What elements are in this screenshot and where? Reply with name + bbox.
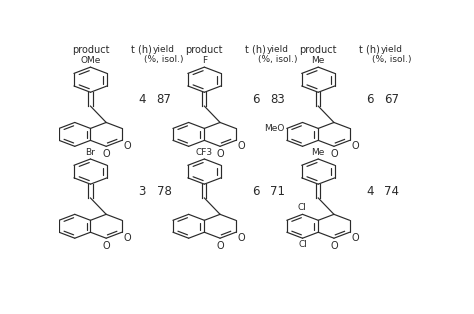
Text: 67: 67 <box>384 93 399 106</box>
Text: Br: Br <box>85 148 95 157</box>
Text: 78: 78 <box>156 185 172 198</box>
Text: Me: Me <box>311 56 325 65</box>
Text: OMe: OMe <box>80 56 100 65</box>
Text: O: O <box>351 233 359 243</box>
Text: O: O <box>123 233 131 243</box>
Text: yield
(%, isol.): yield (%, isol.) <box>372 45 411 64</box>
Text: 74: 74 <box>384 185 399 198</box>
Text: O: O <box>216 241 224 251</box>
Text: t (h): t (h) <box>131 45 152 55</box>
Text: product: product <box>300 45 337 55</box>
Text: O: O <box>330 149 338 160</box>
Text: F: F <box>202 56 207 65</box>
Text: MeO: MeO <box>264 124 284 133</box>
Text: 4: 4 <box>138 93 146 106</box>
Text: yield
(%, isol.): yield (%, isol.) <box>258 45 298 64</box>
Text: 87: 87 <box>156 93 172 106</box>
Text: 83: 83 <box>271 93 285 106</box>
Text: O: O <box>102 149 110 160</box>
Text: O: O <box>237 233 245 243</box>
Text: 4: 4 <box>366 185 374 198</box>
Text: product: product <box>72 45 109 55</box>
Text: 6: 6 <box>252 185 260 198</box>
Text: Cl: Cl <box>297 203 306 212</box>
Text: product: product <box>186 45 223 55</box>
Text: O: O <box>330 241 338 251</box>
Text: t (h): t (h) <box>246 45 266 55</box>
Text: O: O <box>123 141 131 151</box>
Text: O: O <box>102 241 110 251</box>
Text: 71: 71 <box>270 185 285 198</box>
Text: O: O <box>237 141 245 151</box>
Text: 3: 3 <box>138 185 146 198</box>
Text: 6: 6 <box>366 93 374 106</box>
Text: Cl: Cl <box>298 241 307 250</box>
Text: Me: Me <box>311 148 325 157</box>
Text: 6: 6 <box>252 93 260 106</box>
Text: yield
(%, isol.): yield (%, isol.) <box>144 45 184 64</box>
Text: O: O <box>351 141 359 151</box>
Text: CF3: CF3 <box>196 148 213 157</box>
Text: t (h): t (h) <box>359 45 380 55</box>
Text: O: O <box>216 149 224 160</box>
